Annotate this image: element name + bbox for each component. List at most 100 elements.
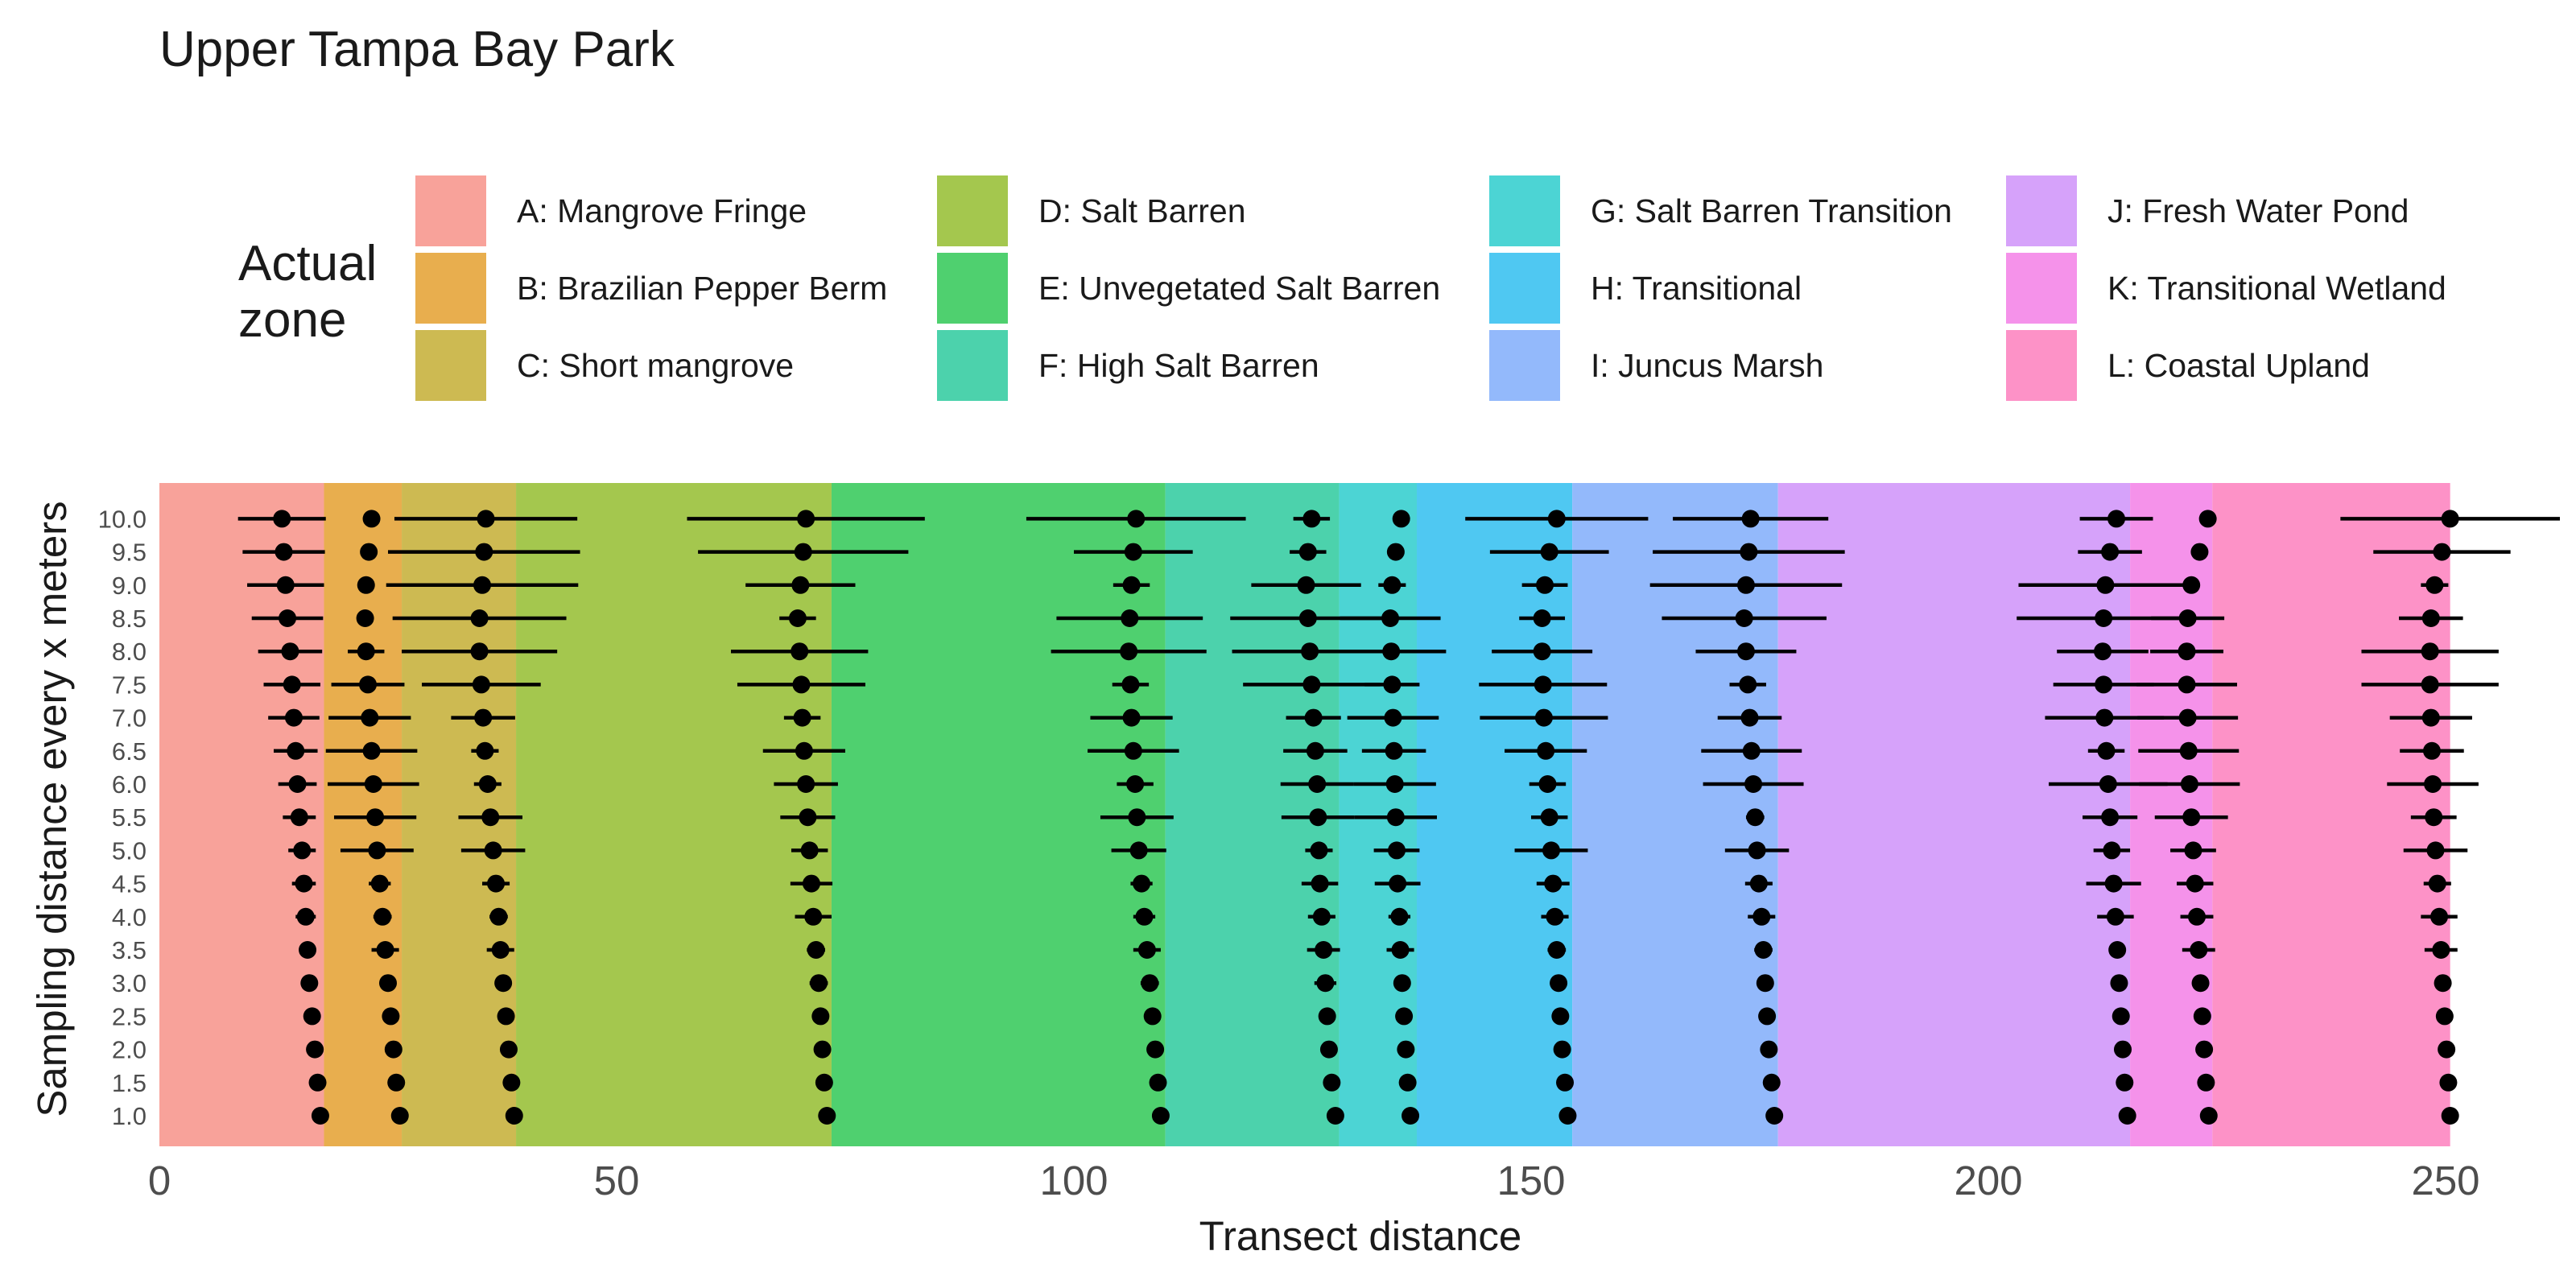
data-point bbox=[1298, 609, 1317, 627]
data-point bbox=[802, 874, 820, 893]
legend-label: E: Unvegetated Salt Barren bbox=[1038, 270, 1440, 307]
data-point bbox=[1558, 1107, 1577, 1125]
data-point bbox=[2421, 708, 2440, 727]
data-point bbox=[2179, 741, 2198, 760]
data-point bbox=[470, 642, 489, 661]
data-point bbox=[2178, 708, 2197, 727]
data-point bbox=[2095, 675, 2113, 694]
data-point bbox=[1384, 708, 1402, 727]
data-point bbox=[2095, 708, 2114, 727]
data-point bbox=[505, 1107, 523, 1125]
data-point bbox=[2424, 775, 2442, 793]
data-point bbox=[1758, 1007, 1777, 1026]
data-point bbox=[384, 1040, 402, 1059]
data-point bbox=[356, 609, 374, 627]
data-point bbox=[1323, 1073, 1341, 1092]
data-point bbox=[1385, 741, 1403, 760]
data-point bbox=[499, 1040, 518, 1059]
legend-key bbox=[2006, 330, 2077, 401]
legend-item: G: Salt Barren Transition bbox=[1489, 175, 1952, 246]
data-point bbox=[1143, 1007, 1162, 1026]
data-point bbox=[489, 907, 508, 926]
data-point bbox=[308, 1073, 327, 1092]
data-point bbox=[2438, 1040, 2456, 1059]
data-point bbox=[807, 941, 825, 959]
data-point bbox=[2178, 675, 2196, 694]
legend-label: K: Transitional Wetland bbox=[2107, 270, 2446, 307]
y-tick-label: 8.0 bbox=[112, 638, 147, 666]
data-point bbox=[1383, 576, 1402, 594]
data-point bbox=[279, 609, 297, 627]
y-tick-label: 3.0 bbox=[112, 969, 147, 997]
data-point bbox=[481, 808, 500, 827]
data-point bbox=[1388, 841, 1406, 860]
data-point bbox=[1762, 1073, 1781, 1092]
data-point bbox=[1740, 708, 1759, 727]
legend-key bbox=[415, 253, 486, 324]
legend-item: C: Short mangrove bbox=[415, 330, 794, 401]
data-point bbox=[1141, 974, 1159, 993]
data-point bbox=[2425, 576, 2444, 594]
x-tick-label: 250 bbox=[2411, 1158, 2479, 1203]
data-point bbox=[311, 1107, 329, 1125]
data-point bbox=[2182, 576, 2201, 594]
zone-band bbox=[2212, 483, 2450, 1146]
data-point bbox=[2432, 941, 2450, 959]
data-point bbox=[281, 642, 299, 661]
data-point bbox=[2421, 675, 2439, 694]
data-point bbox=[1553, 1040, 1571, 1059]
data-point bbox=[1537, 741, 1555, 760]
data-point bbox=[1122, 708, 1141, 727]
data-point bbox=[1390, 907, 1409, 926]
data-point bbox=[2198, 510, 2217, 528]
x-tick-label: 150 bbox=[1496, 1158, 1565, 1203]
data-point bbox=[1748, 841, 1766, 860]
data-point bbox=[1304, 708, 1323, 727]
x-axis-ticks: 0 50 100 150 200 250 bbox=[148, 1158, 2480, 1203]
data-point bbox=[1534, 708, 1553, 727]
data-point bbox=[1393, 974, 1411, 993]
data-point bbox=[2434, 974, 2452, 993]
data-point bbox=[487, 874, 506, 893]
data-point bbox=[2099, 775, 2117, 793]
data-point bbox=[2118, 1107, 2136, 1125]
data-point bbox=[2422, 741, 2441, 760]
data-point bbox=[1319, 1040, 1338, 1059]
data-point bbox=[810, 974, 828, 993]
plot-area bbox=[159, 483, 2560, 1146]
data-point bbox=[477, 510, 495, 528]
data-point bbox=[1749, 874, 1768, 893]
data-point bbox=[2421, 609, 2440, 627]
data-point bbox=[797, 775, 815, 793]
data-point bbox=[815, 1073, 833, 1092]
data-point bbox=[1311, 874, 1329, 893]
data-point bbox=[811, 1007, 830, 1026]
data-point bbox=[474, 708, 493, 727]
data-point bbox=[2430, 907, 2449, 926]
data-point bbox=[788, 609, 807, 627]
data-point bbox=[1318, 1007, 1336, 1026]
data-point bbox=[2428, 874, 2446, 893]
data-point bbox=[2184, 841, 2202, 860]
data-point bbox=[283, 675, 301, 694]
data-point bbox=[1546, 907, 1564, 926]
legend-key bbox=[937, 175, 1008, 246]
legend-key bbox=[415, 330, 486, 401]
data-point bbox=[1746, 808, 1765, 827]
data-point bbox=[287, 741, 305, 760]
y-tick-label: 1.5 bbox=[112, 1069, 147, 1097]
data-point bbox=[2433, 543, 2451, 561]
data-points bbox=[273, 510, 2459, 1125]
data-point bbox=[295, 874, 313, 893]
data-point bbox=[484, 841, 502, 860]
data-point bbox=[818, 1107, 836, 1125]
data-point bbox=[2178, 609, 2197, 627]
data-point bbox=[1312, 907, 1331, 926]
data-point bbox=[275, 543, 293, 561]
data-point bbox=[296, 907, 315, 926]
data-point bbox=[1315, 941, 1333, 959]
data-point bbox=[1326, 1107, 1344, 1125]
data-point bbox=[2190, 543, 2209, 561]
y-tick-label: 9.5 bbox=[112, 539, 147, 567]
data-point bbox=[473, 576, 492, 594]
